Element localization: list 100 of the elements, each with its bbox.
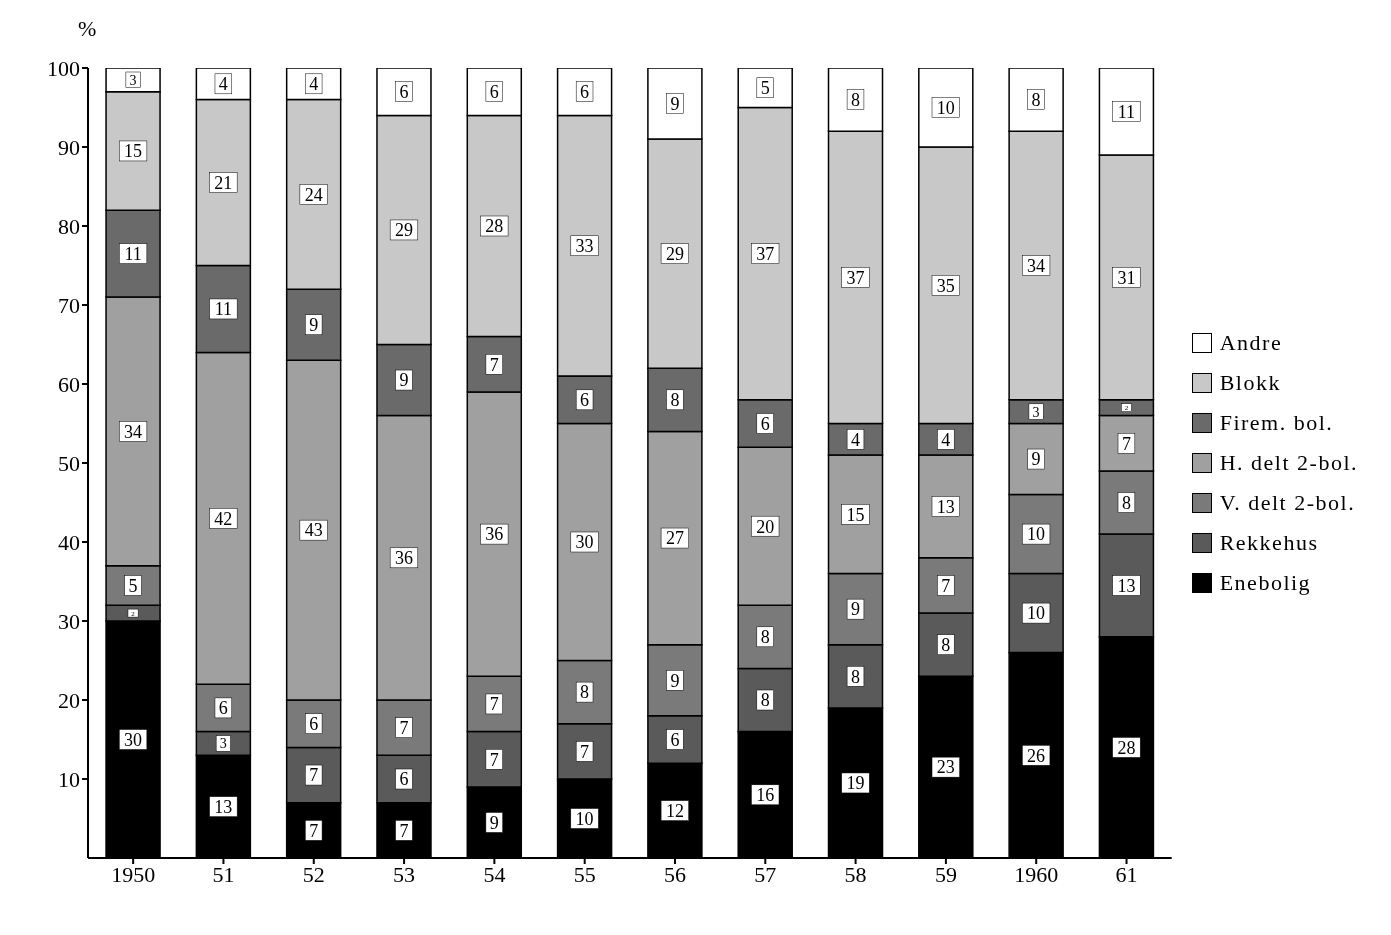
data-label: 3 xyxy=(1032,404,1040,420)
data-label: 5 xyxy=(128,575,138,596)
data-label: 4 xyxy=(218,74,228,95)
data-label: 6 xyxy=(670,729,680,750)
data-label: 34 xyxy=(124,421,143,442)
data-label: 35 xyxy=(936,275,955,296)
legend-label: Blokk xyxy=(1219,370,1281,396)
data-label: 7 xyxy=(580,741,590,762)
data-label: 30 xyxy=(124,729,143,750)
x-tick-label: 57 xyxy=(754,861,777,887)
data-label: 6 xyxy=(218,698,228,719)
data-label: 6 xyxy=(760,413,770,434)
data-label: 9 xyxy=(399,370,409,391)
data-label: 23 xyxy=(936,757,955,778)
legend-label: H. delt 2-bol. xyxy=(1219,450,1358,476)
data-label: 6 xyxy=(580,82,590,102)
data-label: 37 xyxy=(846,267,865,288)
data-label: 19 xyxy=(846,773,865,794)
data-label: 4 xyxy=(309,74,319,95)
data-label: 29 xyxy=(394,220,413,241)
data-label: 9 xyxy=(670,670,680,691)
data-label: 9 xyxy=(309,315,319,336)
data-label: 21 xyxy=(214,172,233,193)
data-label: 15 xyxy=(124,141,143,162)
data-label: 8 xyxy=(1031,89,1041,110)
legend-label: Firem. bol. xyxy=(1219,410,1334,436)
data-label: 31 xyxy=(1117,267,1136,288)
data-label: 43 xyxy=(304,520,323,541)
data-label: 6 xyxy=(399,769,409,790)
data-label: 9 xyxy=(1031,449,1041,470)
data-label: 8 xyxy=(670,390,680,411)
x-tick-label: 59 xyxy=(934,861,957,887)
x-tick-label: 58 xyxy=(844,861,867,887)
data-label: 34 xyxy=(1027,255,1046,276)
data-label: 24 xyxy=(304,184,323,205)
legend-label: Rekkehus xyxy=(1219,530,1319,556)
data-label: 10 xyxy=(1027,603,1046,624)
data-label: 6 xyxy=(399,82,409,102)
data-label: 8 xyxy=(941,635,951,655)
data-label: 26 xyxy=(1027,745,1046,766)
data-label: 9 xyxy=(851,599,861,620)
data-label: 10 xyxy=(575,808,594,829)
data-label: 13 xyxy=(936,496,955,517)
data-label: 7 xyxy=(941,575,951,596)
data-label: 7 xyxy=(399,820,409,841)
data-label: 4 xyxy=(851,429,861,450)
x-tick-label: 54 xyxy=(483,861,506,887)
x-tick-label: 53 xyxy=(393,861,416,887)
data-label: 13 xyxy=(1117,575,1136,596)
x-tick-label: 55 xyxy=(573,861,596,887)
data-label: 3 xyxy=(219,736,227,752)
data-label: 11 xyxy=(124,243,142,264)
data-label: 16 xyxy=(756,785,775,806)
data-label: 5 xyxy=(760,78,770,99)
x-tick-label: 61 xyxy=(1115,861,1138,887)
data-label: 13 xyxy=(214,796,233,817)
x-tick-label: 1960 xyxy=(1014,861,1059,887)
y-tick-label: 90 xyxy=(58,134,80,160)
y-tick-label: 100 xyxy=(47,55,80,81)
data-label: 11 xyxy=(214,299,233,320)
y-tick-label: 10 xyxy=(58,766,80,792)
x-tick-label: 56 xyxy=(663,861,686,887)
data-label: 27 xyxy=(665,528,684,549)
data-label: 8 xyxy=(851,89,861,110)
y-tick-label: 40 xyxy=(58,529,80,555)
legend-label: V. delt 2-bol. xyxy=(1219,490,1356,516)
data-label: 9 xyxy=(489,812,499,833)
data-label: 7 xyxy=(489,749,499,770)
y-axis-title: % xyxy=(78,16,97,42)
data-label: 6 xyxy=(489,82,499,102)
data-label: 29 xyxy=(665,243,684,264)
data-label: 11 xyxy=(1117,101,1136,122)
x-tick-label: 51 xyxy=(212,861,235,887)
data-label: 10 xyxy=(1027,524,1046,545)
data-label: 8 xyxy=(1121,492,1131,513)
data-label: 28 xyxy=(1117,737,1136,758)
data-label: 7 xyxy=(399,717,409,738)
data-label: 33 xyxy=(575,236,594,257)
data-label: 4 xyxy=(941,429,951,450)
data-label: 6 xyxy=(309,714,319,734)
data-label: 8 xyxy=(760,627,770,648)
x-tick-label: 1950 xyxy=(111,861,156,887)
data-label: 8 xyxy=(580,682,590,703)
y-tick-label: 50 xyxy=(58,450,80,476)
data-label: 36 xyxy=(485,524,504,545)
x-tick-label: 52 xyxy=(302,861,325,887)
data-label: 8 xyxy=(851,666,861,687)
y-tick-label: 80 xyxy=(58,213,80,239)
data-label: 7 xyxy=(489,694,499,715)
y-tick-label: 20 xyxy=(58,687,80,713)
legend-label: Enebolig xyxy=(1219,570,1312,596)
data-label: 7 xyxy=(309,820,319,841)
data-label: 42 xyxy=(214,508,233,529)
data-label: 12 xyxy=(665,800,684,821)
data-label: 3 xyxy=(129,72,137,88)
data-label: 30 xyxy=(575,532,594,553)
data-label: 6 xyxy=(580,390,590,411)
data-label: 20 xyxy=(756,516,775,537)
data-label: 28 xyxy=(485,216,504,237)
legend-label: Andre xyxy=(1219,330,1283,356)
